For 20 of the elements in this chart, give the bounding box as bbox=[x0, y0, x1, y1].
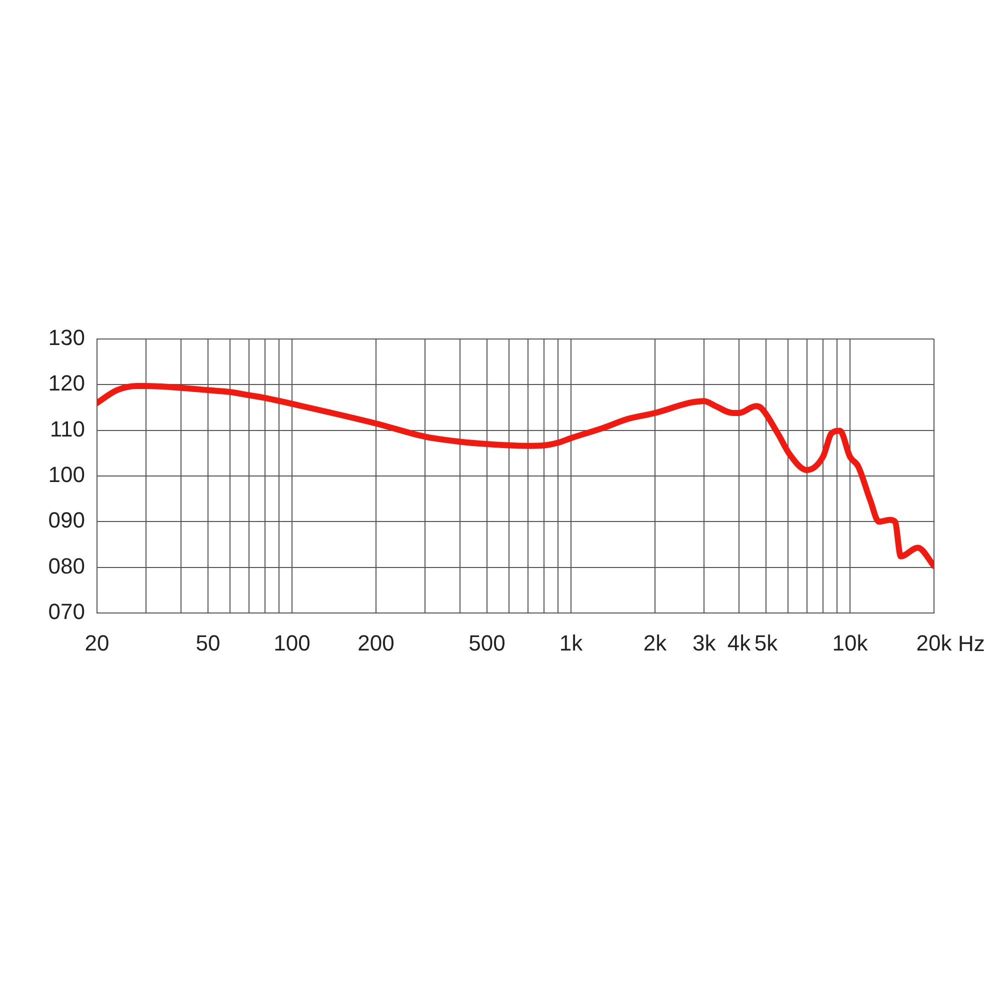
x-tick-label: 50 bbox=[196, 630, 220, 656]
x-tick-label: 1k bbox=[559, 630, 584, 656]
x-tick-label: 3k bbox=[692, 630, 717, 656]
x-tick-label: 4k bbox=[727, 630, 752, 656]
y-tick-label: 110 bbox=[50, 416, 85, 442]
x-tick-label: 20 bbox=[84, 630, 110, 656]
x-axis-title: Hz bbox=[958, 631, 985, 656]
x-tick-label: 20k bbox=[916, 630, 953, 656]
y-tick-label: 090 bbox=[48, 508, 85, 533]
y-tick-label: 070 bbox=[48, 599, 85, 624]
x-tick-label: 10k bbox=[832, 630, 869, 656]
x-tick-label: 200 bbox=[358, 630, 394, 656]
x-tick-label: 500 bbox=[468, 630, 506, 656]
x-tick-label: 5k bbox=[754, 630, 779, 656]
y-tick-label: 120 bbox=[48, 370, 85, 396]
y-tick-label: 100 bbox=[48, 462, 85, 488]
x-tick-label: 100 bbox=[274, 630, 310, 656]
x-tick-label: 2k bbox=[643, 630, 668, 656]
y-tick-label: 130 bbox=[48, 325, 85, 350]
y-tick-label: 080 bbox=[48, 553, 85, 578]
